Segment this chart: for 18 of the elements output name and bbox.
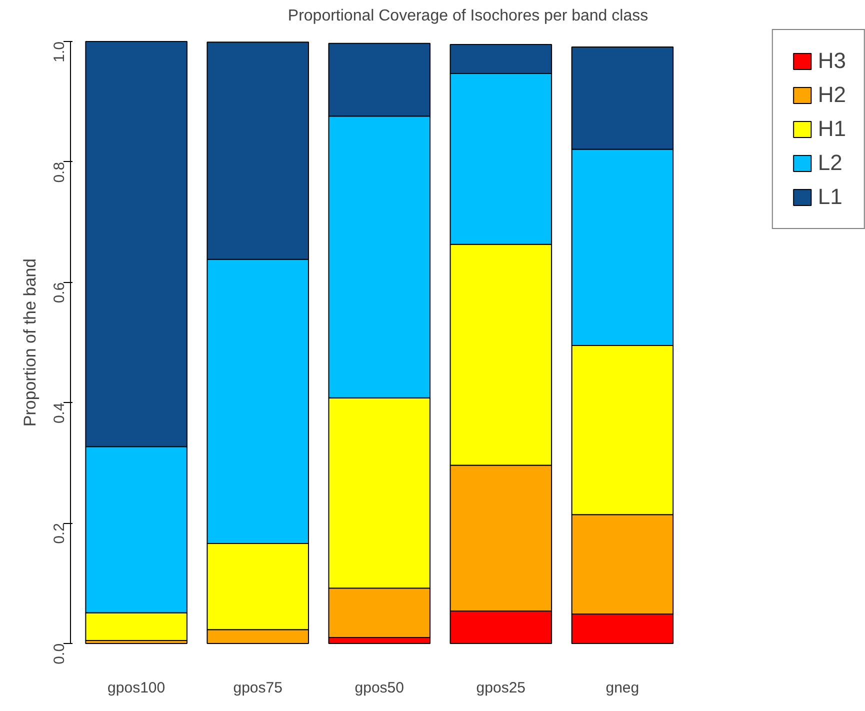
y-tick-label: 0.4 <box>51 402 68 424</box>
legend-label: H2 <box>818 82 846 108</box>
x-tick-label: gpos75 <box>233 680 282 696</box>
y-tick-label: 0.2 <box>51 523 68 544</box>
legend-label: H3 <box>818 48 846 74</box>
y-tick-label: 1.0 <box>51 42 68 62</box>
y-tick-label: 0.0 <box>51 643 68 664</box>
x-tick-label: gpos100 <box>108 680 166 696</box>
y-tick-label: 0.8 <box>51 162 68 183</box>
x-tick-label: gpos50 <box>354 680 404 696</box>
legend-label: L2 <box>818 150 842 176</box>
legend-label: L1 <box>818 184 842 210</box>
x-tick-label: gneg <box>606 680 640 696</box>
y-axis-title: Proportion of the band <box>20 258 40 427</box>
x-tick-label: gpos25 <box>476 680 526 696</box>
chart-title: Proportional Coverage of Isochores per band class <box>288 8 648 24</box>
legend-label: H1 <box>818 116 846 142</box>
y-tick-label: 0.6 <box>51 282 68 304</box>
